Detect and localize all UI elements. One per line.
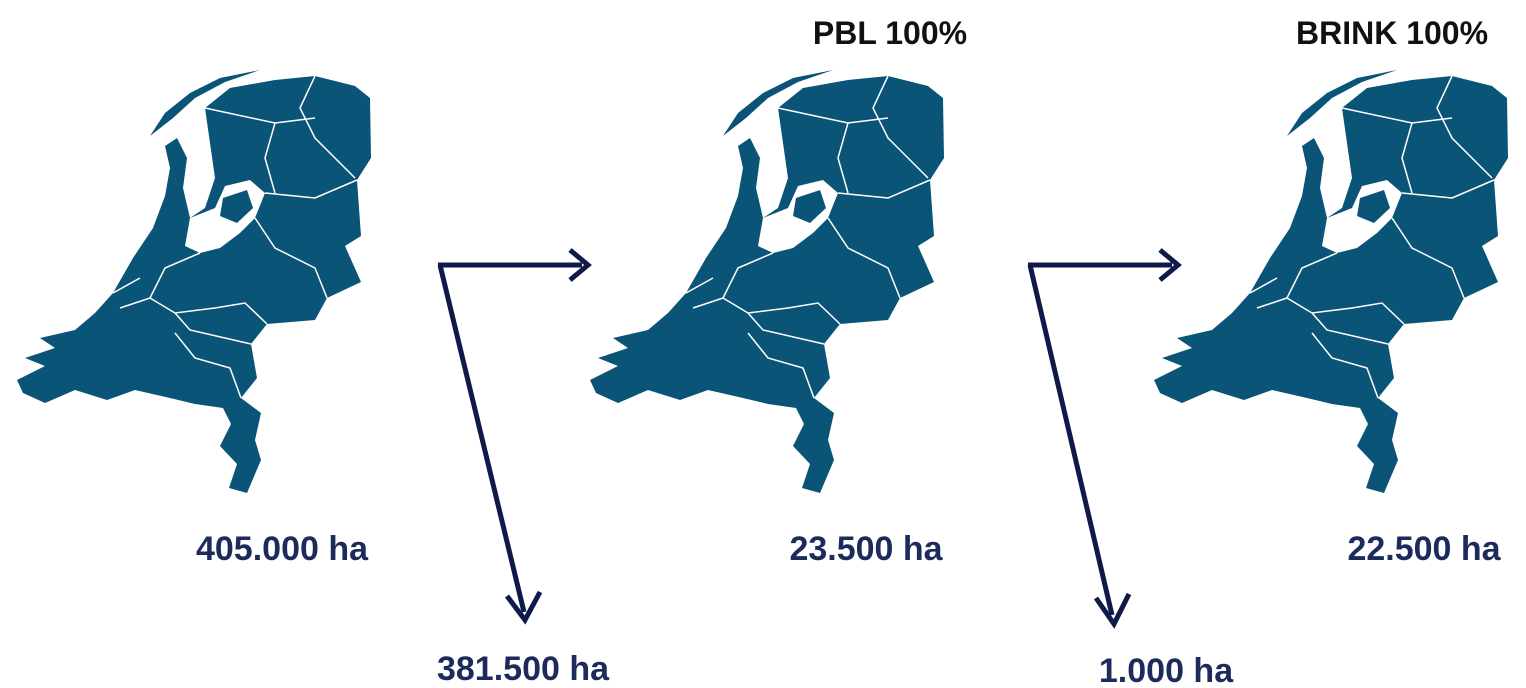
map-netherlands	[1153, 69, 1509, 494]
arrow-down	[1027, 264, 1115, 616]
map-title: BRINK 100%	[1296, 15, 1488, 51]
area-label: 405.000 ha	[196, 530, 369, 568]
arrow-head	[505, 590, 543, 625]
area-label: 23.500 ha	[789, 530, 943, 568]
arrows	[437, 248, 1182, 629]
map-netherlands	[16, 69, 372, 494]
arrow-head	[1093, 592, 1132, 629]
flow-label: 381.500 ha	[437, 650, 610, 688]
arrow-down	[437, 264, 527, 613]
flow-label: 1.000 ha	[1099, 652, 1234, 688]
area-label: 22.500 ha	[1347, 530, 1501, 568]
map-netherlands	[589, 69, 945, 494]
arrow-head	[1158, 248, 1182, 282]
arrow-head	[568, 248, 592, 282]
map-title: PBL 100%	[813, 15, 967, 51]
